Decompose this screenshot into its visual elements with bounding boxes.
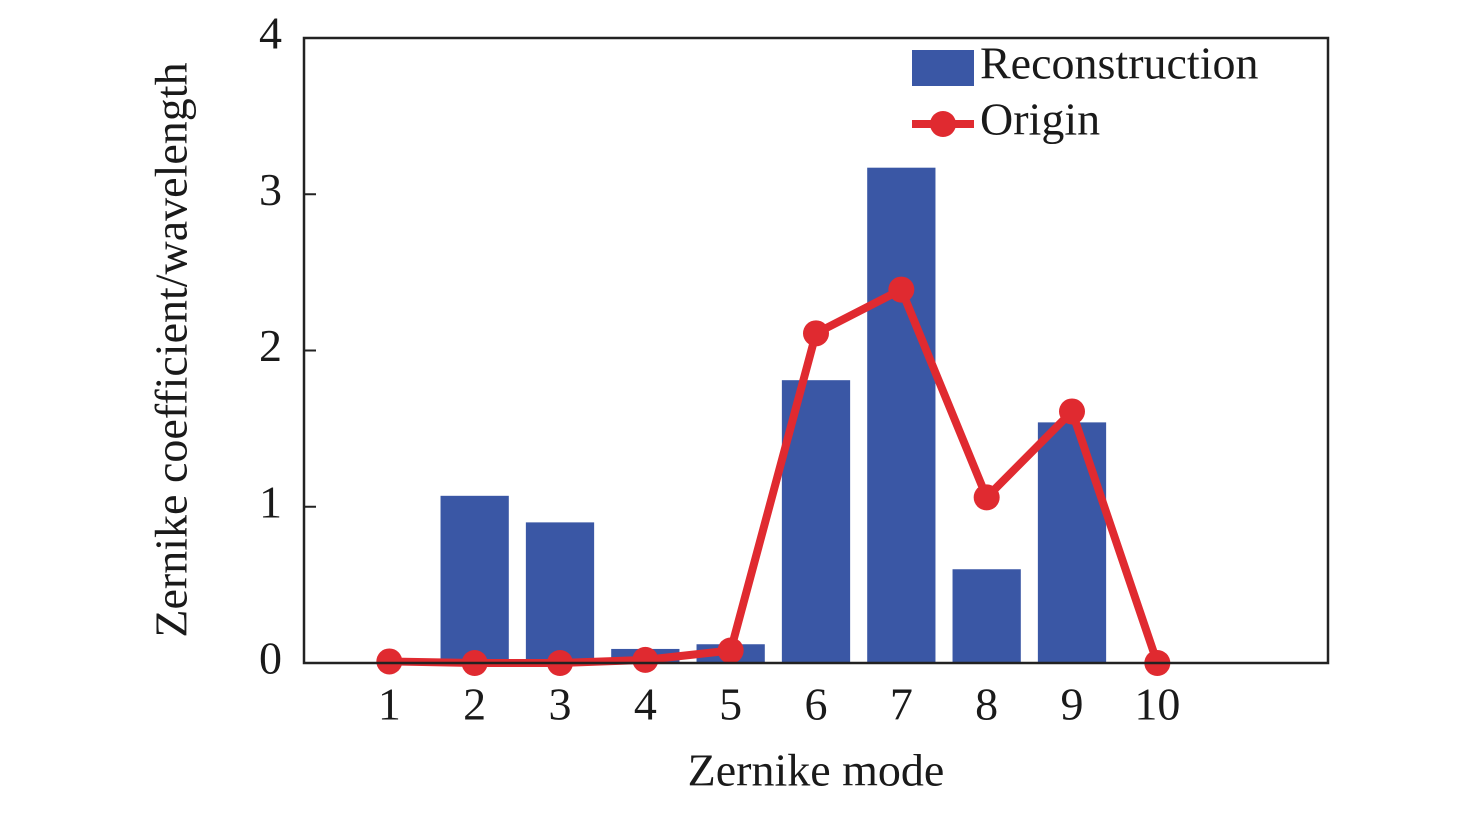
point — [717, 637, 744, 664]
y-tick-label: 1 — [259, 476, 282, 527]
point — [632, 646, 659, 673]
bar — [1037, 422, 1107, 663]
x-tick-label: 10 — [1134, 679, 1180, 730]
point — [1059, 398, 1085, 425]
bar — [867, 167, 936, 663]
point — [888, 276, 915, 303]
plot-frame — [302, 36, 1330, 665]
x-tick-label: 1 — [378, 679, 401, 730]
legend-swatch — [930, 111, 956, 137]
bar — [952, 569, 1021, 663]
y-axis-label: Zernike coefficient/wavelength — [146, 62, 197, 637]
point — [973, 484, 1000, 511]
x-tick-label: 3 — [549, 679, 572, 730]
x-axis-label: Zernike mode — [688, 745, 945, 796]
bar — [440, 495, 509, 663]
x-tick-label: 7 — [890, 679, 913, 730]
y-tick-label: 0 — [259, 633, 282, 684]
x-tick-label: 6 — [805, 679, 828, 730]
legend-label: Reconstruction — [980, 38, 1259, 89]
x-tick-label: 4 — [634, 679, 657, 730]
legend-swatch — [912, 50, 974, 86]
x-tick-label: 2 — [463, 679, 486, 730]
legend-label: Origin — [980, 94, 1100, 145]
x-tick-label: 5 — [719, 679, 742, 730]
x-tick-label: 8 — [975, 679, 998, 730]
y-tick-label: 4 — [259, 8, 282, 59]
x-tick-label: 9 — [1061, 679, 1084, 730]
point — [376, 648, 403, 675]
bar — [525, 522, 595, 663]
y-tick-label: 3 — [259, 164, 282, 215]
y-tick-label: 2 — [259, 320, 282, 371]
point — [803, 320, 829, 347]
